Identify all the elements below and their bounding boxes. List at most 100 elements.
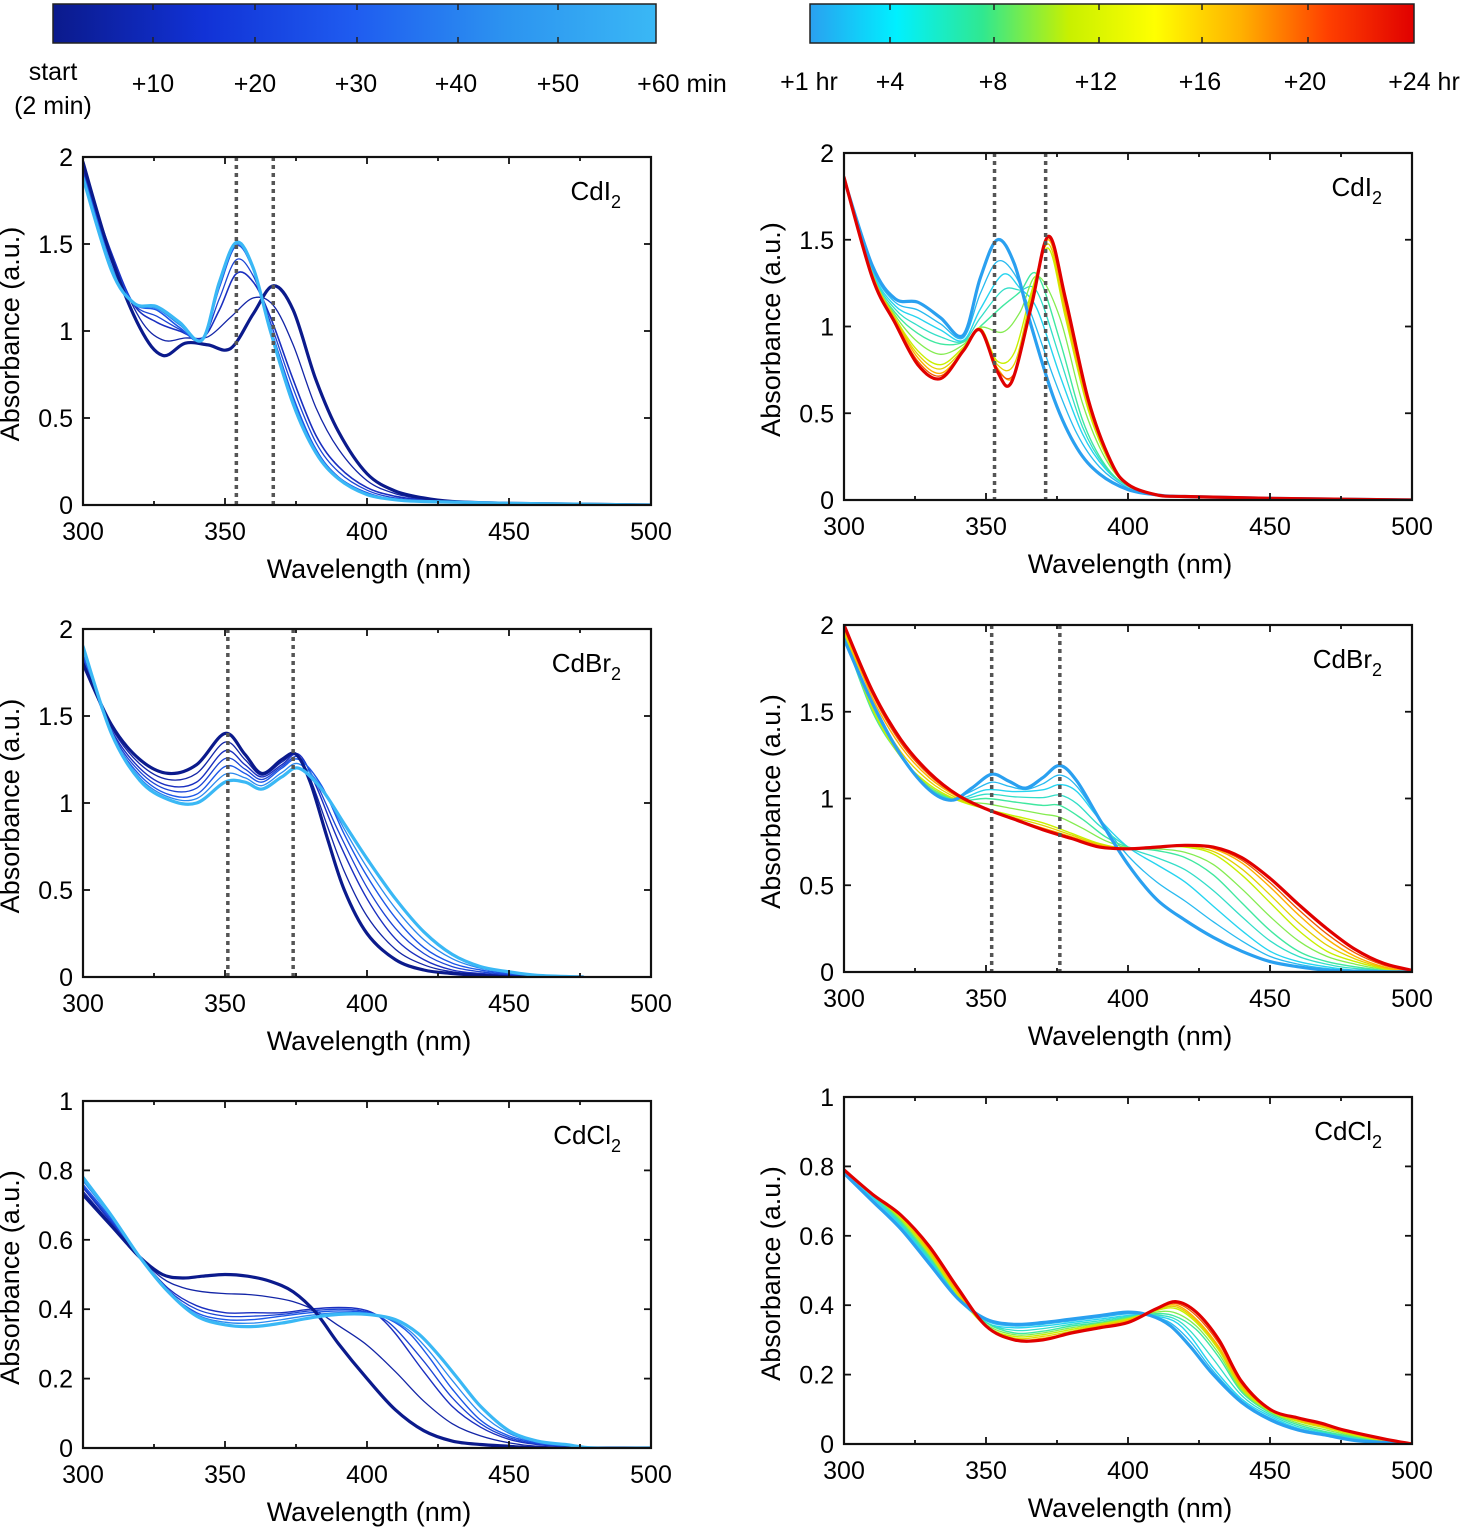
series-line xyxy=(844,637,1412,972)
series-line xyxy=(83,173,651,505)
y-tick-label: 0.6 xyxy=(38,1227,73,1255)
y-tick-label: 1.5 xyxy=(799,227,834,255)
x-tick-label: 450 xyxy=(1249,513,1291,541)
series-line xyxy=(844,175,1412,500)
y-tick-label: 0.8 xyxy=(38,1157,73,1185)
compound-label-subscript: 2 xyxy=(611,1136,621,1156)
x-tick-label: 450 xyxy=(488,518,530,546)
x-tick-label: 500 xyxy=(1391,513,1433,541)
series-line xyxy=(844,177,1412,500)
colorbar-label: +4 xyxy=(876,68,905,96)
series-line xyxy=(83,654,584,977)
compound-label-base: CdI xyxy=(1332,172,1372,202)
x-tick-label: 300 xyxy=(62,990,104,1018)
series-group xyxy=(83,644,585,977)
x-tick-label: 300 xyxy=(823,1457,865,1485)
series-line xyxy=(83,1175,651,1448)
y-axis-label: Absorbance (a.u.) xyxy=(756,222,786,437)
panel-cdi-late: 300 350 400 450 500 0 0.5 1 1.5 2 Wavelength (nm) A… xyxy=(756,140,1433,579)
colorbar-label: +20 xyxy=(1284,68,1326,96)
x-tick-label: 500 xyxy=(1391,1457,1433,1485)
axes-frame xyxy=(81,1099,653,1450)
y-tick-label: 0 xyxy=(59,1435,73,1463)
axes-frame xyxy=(842,151,1414,502)
colorbar-label: +10 xyxy=(132,70,174,98)
colorbar-start-label: start xyxy=(29,58,78,86)
x-tick-label: 400 xyxy=(346,990,388,1018)
compound-label: CdBr2 xyxy=(1313,644,1382,680)
colorbar-label: +12 xyxy=(1075,68,1117,96)
colorbar-label: +8 xyxy=(979,68,1008,96)
x-axis-label: Wavelength (nm) xyxy=(267,1026,472,1056)
y-tick-label: 0.8 xyxy=(799,1153,834,1181)
x-tick-label: 450 xyxy=(1249,985,1291,1013)
y-tick-label: 0 xyxy=(820,1431,834,1459)
y-tick-label: 0.2 xyxy=(38,1366,73,1394)
x-tick-label: 450 xyxy=(1249,1457,1291,1485)
compound-label-base: CdCl xyxy=(1314,1116,1372,1146)
axes-frame xyxy=(842,1095,1414,1446)
compound-label-base: CdCl xyxy=(553,1120,611,1150)
x-axis-label: Wavelength (nm) xyxy=(1028,1021,1233,1051)
y-tick-label: 1 xyxy=(59,790,73,818)
series-line xyxy=(83,1190,651,1448)
series-line xyxy=(83,644,585,977)
x-tick-label: 500 xyxy=(630,990,672,1018)
x-tick-label: 450 xyxy=(488,1461,530,1489)
series-line xyxy=(83,1183,651,1448)
y-tick-label: 0 xyxy=(820,959,834,987)
x-tick-label: 400 xyxy=(1107,513,1149,541)
series-line xyxy=(844,631,1412,972)
series-line xyxy=(844,633,1412,972)
series-line xyxy=(83,160,651,505)
series-line xyxy=(844,1168,1412,1444)
series-line xyxy=(844,634,1412,972)
x-tick-label: 350 xyxy=(204,1461,246,1489)
series-line xyxy=(83,176,651,505)
series-line xyxy=(844,1170,1412,1444)
x-tick-label: 300 xyxy=(62,1461,104,1489)
x-tick-label: 300 xyxy=(62,518,104,546)
y-tick-label: 1 xyxy=(820,1084,834,1112)
colorbar-label: +40 xyxy=(435,70,477,98)
x-tick-label: 500 xyxy=(630,518,672,546)
compound-label: CdI2 xyxy=(1332,172,1382,208)
compound-label-subscript: 2 xyxy=(611,192,621,212)
panel-cdcl-late: 300 350 400 450 500 0 0.2 0.4 0.6 0.8 1 Wavelength … xyxy=(756,1084,1433,1523)
y-tick-label: 1.5 xyxy=(38,231,73,259)
x-tick-label: 350 xyxy=(204,990,246,1018)
y-tick-label: 0.6 xyxy=(799,1223,834,1251)
y-tick-label: 0 xyxy=(59,964,73,992)
colorbar-label: +24 hr xyxy=(1388,68,1460,96)
series-line xyxy=(844,1172,1412,1444)
series-line xyxy=(844,1169,1412,1444)
series-line xyxy=(844,1169,1412,1444)
series-line xyxy=(844,636,1412,972)
y-axis-label: Absorbance (a.u.) xyxy=(0,1170,25,1385)
series-line xyxy=(844,1169,1412,1444)
colorbar-gradient xyxy=(52,3,657,44)
compound-label: CdI2 xyxy=(571,176,621,212)
series-line xyxy=(844,178,1412,500)
compound-label-base: CdI xyxy=(571,176,611,206)
y-tick-label: 1 xyxy=(59,1088,73,1116)
colorbar-late: +1 hr +4 +8 +12 +16 +20 +24 hr xyxy=(780,3,1460,96)
compound-label-subscript: 2 xyxy=(1372,660,1382,680)
y-axis-label: Absorbance (a.u.) xyxy=(0,699,25,914)
series-line xyxy=(844,1169,1412,1444)
x-axis-label: Wavelength (nm) xyxy=(267,1497,472,1527)
compound-label-subscript: 2 xyxy=(1372,1132,1382,1152)
y-tick-label: 0 xyxy=(820,487,834,515)
x-tick-label: 300 xyxy=(823,513,865,541)
series-line xyxy=(844,626,1412,972)
panel-cdbr-late: 300 350 400 450 500 0 0.5 1 1.5 2 Wavelength (nm) A… xyxy=(756,612,1433,1051)
axes-frame xyxy=(81,627,653,979)
series-group xyxy=(83,160,651,505)
compound-label: CdCl2 xyxy=(1314,1116,1382,1152)
y-tick-label: 0.2 xyxy=(799,1362,834,1390)
series-line xyxy=(83,1193,651,1448)
colorbar-label: +50 xyxy=(537,70,579,98)
series-line xyxy=(844,1172,1412,1444)
